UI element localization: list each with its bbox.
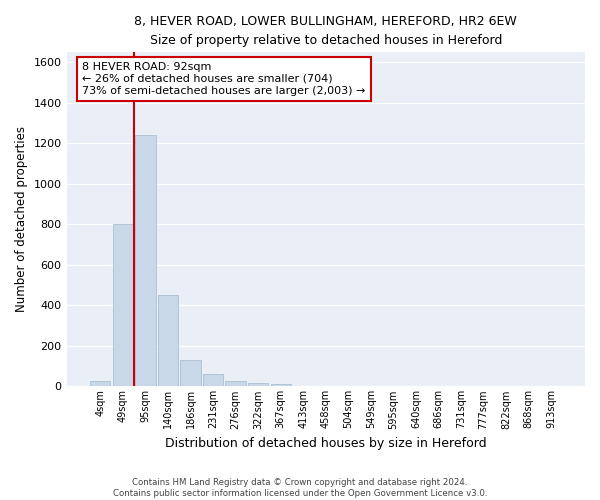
Bar — [248, 382, 268, 386]
Text: 8 HEVER ROAD: 92sqm
← 26% of detached houses are smaller (704)
73% of semi-detac: 8 HEVER ROAD: 92sqm ← 26% of detached ho… — [82, 62, 365, 96]
Bar — [226, 381, 246, 386]
Text: Contains HM Land Registry data © Crown copyright and database right 2024.
Contai: Contains HM Land Registry data © Crown c… — [113, 478, 487, 498]
Bar — [181, 360, 200, 386]
Title: 8, HEVER ROAD, LOWER BULLINGHAM, HEREFORD, HR2 6EW
Size of property relative to : 8, HEVER ROAD, LOWER BULLINGHAM, HEREFOR… — [134, 15, 517, 47]
Bar — [271, 384, 291, 386]
Bar — [90, 382, 110, 386]
Y-axis label: Number of detached properties: Number of detached properties — [15, 126, 28, 312]
Bar — [158, 296, 178, 386]
Bar — [203, 374, 223, 386]
X-axis label: Distribution of detached houses by size in Hereford: Distribution of detached houses by size … — [165, 437, 487, 450]
Bar — [113, 224, 133, 386]
Bar — [135, 136, 155, 386]
